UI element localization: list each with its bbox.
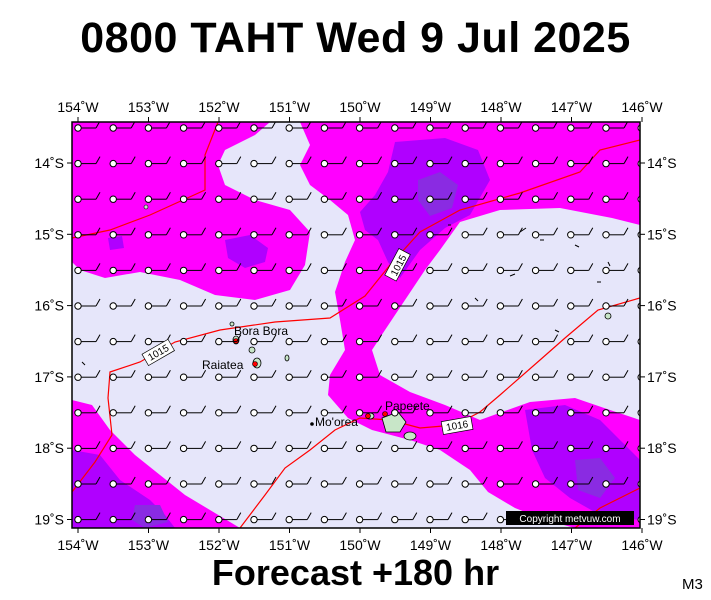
label-moorea: Mo'orea bbox=[315, 415, 358, 429]
lat-label-left: 17˚S bbox=[34, 369, 64, 385]
isobar-1016 bbox=[239, 297, 640, 528]
lat-label-right: 14˚S bbox=[647, 155, 677, 171]
wind-barb bbox=[637, 191, 640, 203]
lat-label-right: 18˚S bbox=[647, 440, 677, 456]
lon-label-top: 153˚W bbox=[128, 99, 170, 115]
isobar-1015-central bbox=[72, 139, 640, 493]
wind-zone-nw-purple bbox=[225, 235, 268, 268]
lon-label-top: 148˚W bbox=[480, 99, 522, 115]
lat-label-left: 15˚S bbox=[34, 226, 64, 242]
wind-barb bbox=[637, 334, 640, 346]
lon-label-bottom: 149˚W bbox=[410, 537, 452, 553]
lat-label-left: 18˚S bbox=[34, 440, 64, 456]
lat-label-right: 17˚S bbox=[647, 369, 677, 385]
lat-label-left: 14˚S bbox=[34, 155, 64, 171]
lat-label-right: 16˚S bbox=[647, 298, 677, 314]
map-frame bbox=[71, 121, 641, 529]
svg-text:1016: 1016 bbox=[445, 419, 469, 434]
lat-label-right: 19˚S bbox=[647, 512, 677, 528]
map-area bbox=[72, 122, 640, 528]
copyright-box bbox=[506, 511, 634, 525]
lon-label-top: 154˚W bbox=[57, 99, 99, 115]
islands bbox=[81, 204, 612, 441]
lon-label-top: 146˚W bbox=[621, 99, 663, 115]
wind-barb bbox=[637, 262, 640, 275]
isobar-1015-west bbox=[72, 122, 219, 239]
lat-label-left: 19˚S bbox=[34, 512, 64, 528]
forecast-label: Forecast +180 hr bbox=[211, 552, 500, 593]
lon-label-top: 147˚W bbox=[551, 99, 593, 115]
wind-barb bbox=[637, 405, 640, 417]
label-raiatea: Raiatea bbox=[202, 358, 244, 372]
place-markers bbox=[233, 338, 388, 426]
lat-label-left: 16˚S bbox=[34, 298, 64, 314]
lat-label-right: 15˚S bbox=[647, 226, 677, 242]
isobars bbox=[72, 122, 640, 528]
lon-label-bottom: 151˚W bbox=[269, 537, 311, 553]
model-code: M3 bbox=[682, 576, 703, 593]
label-papeete: Papeete bbox=[385, 399, 430, 413]
axes: 154˚W 154˚W 153˚W 153˚W 152˚W 152˚W 151˚W 151˚W… bbox=[34, 99, 676, 553]
lon-label-bottom: 147˚W bbox=[551, 537, 593, 553]
copyright-text: Copyright metvuw.com bbox=[519, 514, 620, 525]
lon-label-top: 149˚W bbox=[410, 99, 452, 115]
wind-barb bbox=[637, 476, 640, 488]
lon-label-top: 150˚W bbox=[339, 99, 381, 115]
lon-label-bottom: 153˚W bbox=[128, 537, 170, 553]
label-bora-bora: Bora Bora bbox=[234, 324, 288, 338]
lon-label-bottom: 152˚W bbox=[198, 537, 240, 553]
lon-label-bottom: 148˚W bbox=[480, 537, 522, 553]
lon-label-bottom: 150˚W bbox=[339, 537, 381, 553]
wind-barb bbox=[637, 122, 640, 132]
lon-label-bottom: 146˚W bbox=[621, 537, 663, 553]
map-title: 0800 TAHT Wed 9 Jul 2025 bbox=[80, 14, 631, 62]
lon-label-top: 152˚W bbox=[198, 99, 240, 115]
lon-label-bottom: 154˚W bbox=[57, 537, 99, 553]
isobar-label-1016: 1016 bbox=[440, 416, 474, 435]
lon-label-top: 151˚W bbox=[269, 99, 311, 115]
